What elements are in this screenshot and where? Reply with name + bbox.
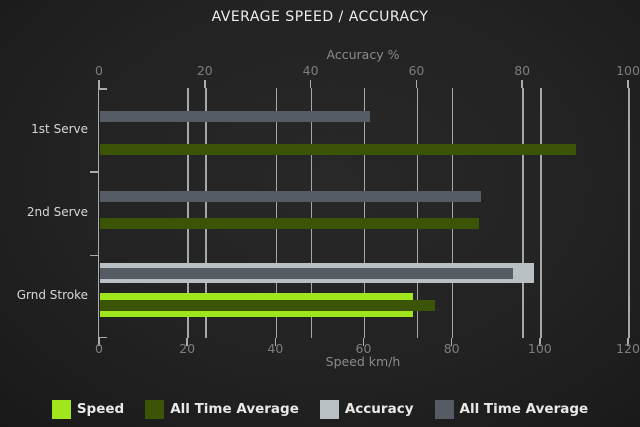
- legend: Speed All Time Average Accuracy All Time Av…: [0, 397, 640, 421]
- gridline-accuracy: [310, 88, 313, 338]
- gridline-speed: [451, 88, 454, 338]
- legend-item: All Time Average: [145, 399, 299, 419]
- axis-tick-accuracy: [98, 80, 100, 88]
- axis-tick-accuracy: [204, 80, 206, 88]
- axis-tick-speed: [186, 338, 188, 346]
- axis-tick-accuracy: [309, 80, 312, 88]
- gridline-speed: [540, 88, 542, 338]
- bar-accuracy-all-time-average: [100, 111, 370, 122]
- category-separator-tick: [90, 254, 98, 257]
- bar-speed-all-time-average: [100, 144, 577, 155]
- axis-tick-label-speed: 80: [443, 341, 460, 356]
- axis-tick-label-accuracy: 100: [616, 63, 640, 78]
- legend-label: All Time Average: [170, 401, 299, 417]
- axis-corner-tick-top: [98, 88, 107, 90]
- gridline-speed: [187, 88, 189, 338]
- gridline-accuracy: [522, 88, 524, 338]
- axis-tick-label-accuracy: 40: [302, 63, 319, 78]
- category-label: Grnd Stroke: [16, 288, 88, 303]
- axis-tick-label-speed: 40: [267, 341, 284, 356]
- legend-item: Speed: [51, 399, 125, 419]
- axis-tick-label-speed: 20: [179, 341, 196, 356]
- axis-tick-label-speed: 100: [527, 341, 552, 356]
- bar-speed-all-time-average: [100, 300, 436, 311]
- category-label: 1st Serve: [31, 121, 88, 136]
- legend-label: Accuracy: [344, 401, 414, 417]
- legend-label: Speed: [76, 401, 125, 417]
- bar-speed-all-time-average: [100, 218, 480, 229]
- legend-swatch: [319, 399, 339, 419]
- gridline-accuracy: [205, 88, 207, 338]
- axis-tick-label-speed: 60: [355, 341, 372, 356]
- axis-tick-speed: [539, 338, 541, 346]
- axis-corner-tick-bottom: [98, 336, 107, 338]
- axis-tick-speed: [98, 338, 100, 346]
- legend-item: Accuracy: [319, 399, 414, 419]
- axis-tick-speed: [362, 338, 365, 346]
- axis-tick-speed: [450, 338, 453, 346]
- axis-tick-speed: [274, 338, 277, 346]
- bar-accuracy-all-time-average: [100, 268, 513, 279]
- plot-area: [98, 88, 630, 338]
- legend-item: All Time Average: [434, 399, 589, 419]
- axis-tick-accuracy: [415, 80, 418, 88]
- axis-tick-label-speed: 0: [95, 341, 103, 356]
- legend-swatch: [51, 399, 71, 419]
- chart-title: AVERAGE SPEED / ACCURACY: [211, 9, 429, 25]
- legend-swatch: [145, 399, 165, 419]
- gridline-speed: [628, 88, 630, 338]
- top-axis-title: Accuracy %: [326, 47, 400, 62]
- gridline-speed: [275, 88, 278, 338]
- axis-tick-label-accuracy: 20: [196, 63, 213, 78]
- category-label: 2nd Serve: [26, 205, 88, 219]
- axis-tick-accuracy: [521, 80, 523, 88]
- legend-swatch: [434, 399, 454, 419]
- axis-tick-label-speed: 120: [616, 341, 640, 356]
- axis-tick-label-accuracy: 80: [514, 63, 531, 78]
- bar-accuracy-all-time-average: [100, 191, 481, 202]
- gridline-speed: [363, 88, 366, 338]
- axis-tick-label-accuracy: 60: [408, 63, 425, 78]
- category-separator-tick: [90, 171, 98, 173]
- axis-tick-accuracy: [627, 80, 629, 88]
- legend-label: All Time Average: [459, 401, 589, 417]
- axis-tick-speed: [627, 338, 629, 346]
- axis-tick-label-accuracy: 0: [95, 63, 103, 78]
- bottom-axis-title: Speed km/h: [325, 354, 401, 369]
- gridline-accuracy: [416, 88, 419, 338]
